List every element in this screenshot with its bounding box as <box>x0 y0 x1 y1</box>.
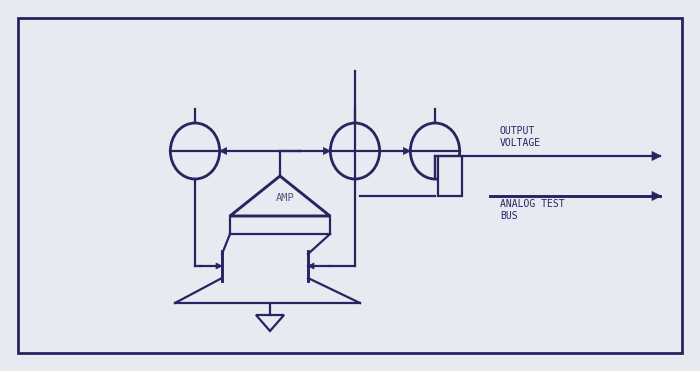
Polygon shape <box>652 191 661 200</box>
Polygon shape <box>216 263 222 269</box>
Text: ANALOG TEST
BUS: ANALOG TEST BUS <box>500 199 565 221</box>
Text: AMP: AMP <box>276 193 295 203</box>
Polygon shape <box>403 148 410 154</box>
Polygon shape <box>652 151 661 161</box>
Polygon shape <box>323 148 330 154</box>
Polygon shape <box>308 263 314 269</box>
Text: OUTPUT
VOLTAGE: OUTPUT VOLTAGE <box>500 127 541 148</box>
FancyBboxPatch shape <box>18 18 682 353</box>
Polygon shape <box>220 148 227 154</box>
FancyBboxPatch shape <box>438 156 462 196</box>
